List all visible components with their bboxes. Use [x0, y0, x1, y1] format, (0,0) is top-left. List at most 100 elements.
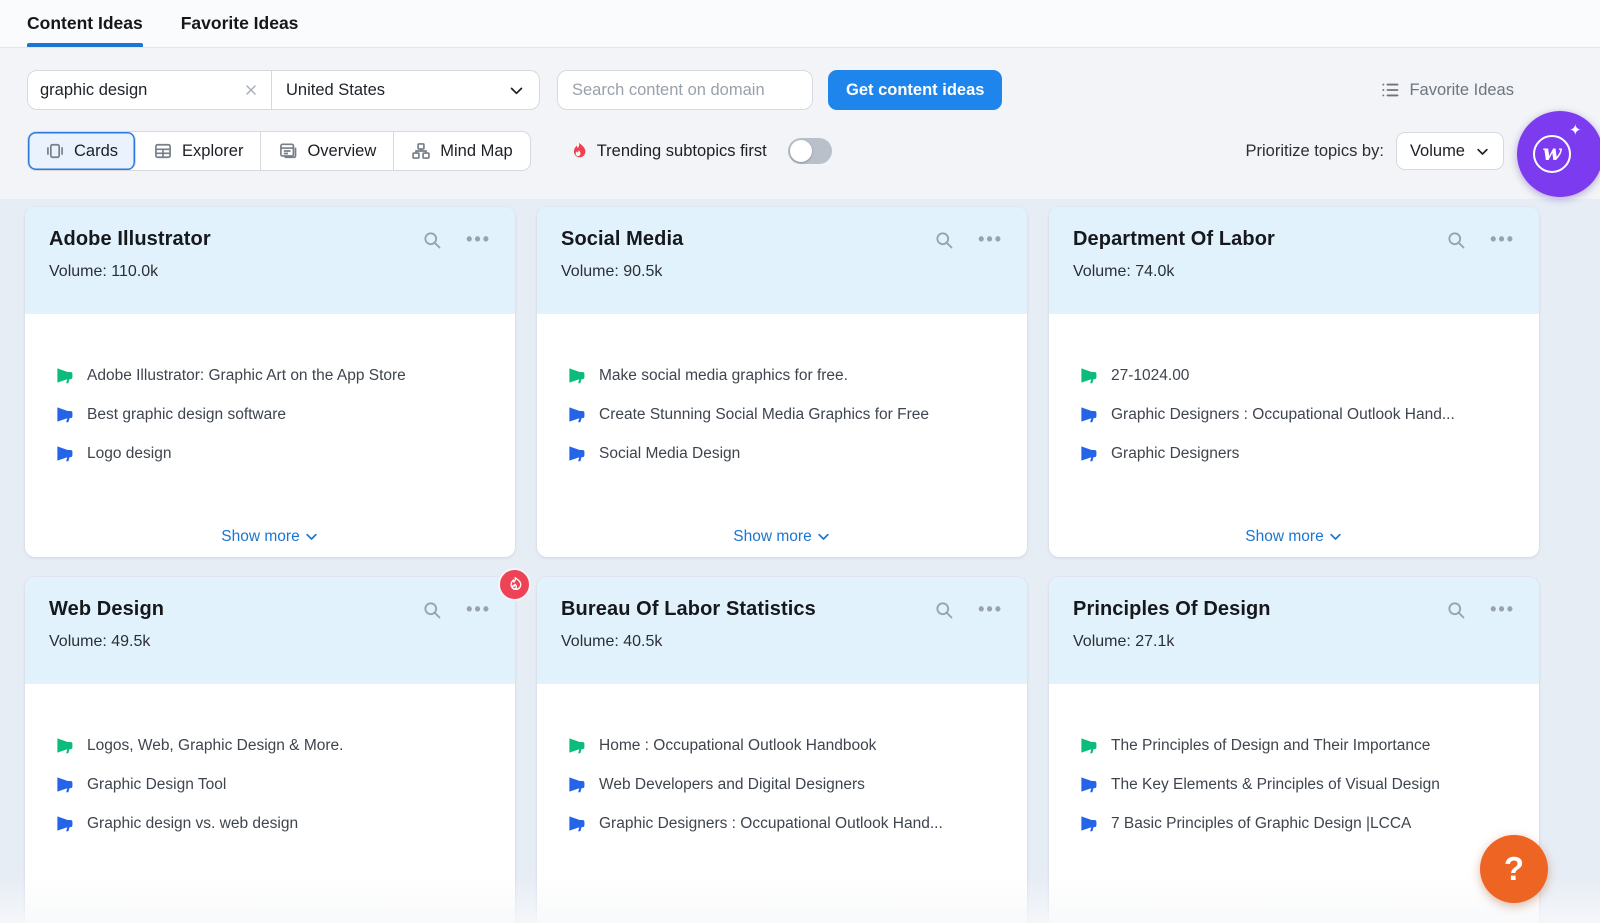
- view-explorer[interactable]: Explorer: [136, 132, 262, 170]
- show-more-link[interactable]: Show more: [1049, 528, 1539, 546]
- favorite-ideas-link[interactable]: Favorite Ideas: [1380, 80, 1514, 100]
- megaphone-blue-icon: [55, 814, 74, 833]
- headline-item[interactable]: The Principles of Design and Their Impor…: [1079, 733, 1517, 758]
- card-search-icon[interactable]: [422, 600, 442, 620]
- overview-view-icon: [278, 141, 298, 161]
- headline-item[interactable]: Graphic design vs. web design: [55, 811, 493, 836]
- clear-keyword-icon[interactable]: [243, 82, 259, 98]
- get-content-ideas-button[interactable]: Get content ideas: [828, 70, 1003, 110]
- card-body: Make social media graphics for free. Cre…: [537, 314, 1027, 466]
- content-ideas-grid: Adobe Illustrator ••• Volume: 110.0k Ado…: [0, 199, 1600, 923]
- toolbar-row-views: Cards Explorer Overview: [27, 131, 1576, 171]
- mind-map-view-icon: [411, 141, 431, 161]
- assistant-logo-letter: w: [1542, 140, 1562, 166]
- headline-item[interactable]: Logos, Web, Graphic Design & More.: [55, 733, 493, 758]
- headline-text: Adobe Illustrator: Graphic Art on the Ap…: [87, 366, 406, 384]
- card-more-icon[interactable]: •••: [1490, 229, 1515, 249]
- card-search-icon[interactable]: [1446, 230, 1466, 250]
- megaphone-green-icon: [55, 736, 74, 755]
- prioritize-select[interactable]: Volume: [1395, 132, 1504, 170]
- country-select-value: United States: [286, 80, 386, 99]
- headline-text: Graphic Designers : Occupational Outlook…: [599, 814, 943, 832]
- search-group-divider: [271, 71, 272, 109]
- keyword-input[interactable]: [40, 80, 243, 100]
- view-switcher: Cards Explorer Overview: [27, 131, 531, 171]
- prioritize-label: Prioritize topics by:: [1245, 141, 1384, 160]
- card-search-icon[interactable]: [422, 230, 442, 250]
- headline-item[interactable]: Graphic Designers : Occupational Outlook…: [567, 811, 1005, 836]
- headline-item[interactable]: Create Stunning Social Media Graphics fo…: [567, 402, 1005, 427]
- view-mind-map-label: Mind Map: [440, 141, 513, 160]
- headline-item[interactable]: Make social media graphics for free.: [567, 363, 1005, 388]
- tab-content-ideas[interactable]: Content Ideas: [27, 0, 143, 47]
- show-more-link[interactable]: Show more: [537, 528, 1027, 546]
- megaphone-green-icon: [55, 366, 74, 385]
- card-header: Principles Of Design ••• Volume: 27.1k: [1049, 577, 1539, 684]
- headline-item[interactable]: Adobe Illustrator: Graphic Art on the Ap…: [55, 363, 493, 388]
- top-tab-bar: Content Ideas Favorite Ideas: [0, 0, 1600, 48]
- headline-item[interactable]: 27-1024.00: [1079, 363, 1517, 388]
- headline-item[interactable]: Graphic Designers : Occupational Outlook…: [1079, 402, 1517, 427]
- trending-badge-icon: [498, 568, 531, 601]
- megaphone-blue-icon: [1079, 444, 1098, 463]
- toolbar-row-search: United States Get content ideas Favorite…: [27, 70, 1576, 110]
- card-volume: Volume: 110.0k: [49, 263, 159, 280]
- topic-card-bureau-of-labor-statistics: Bureau Of Labor Statistics ••• Volume: 4…: [537, 577, 1027, 923]
- assistant-widget-button[interactable]: w ✦: [1517, 111, 1600, 197]
- headline-item[interactable]: Graphic Design Tool: [55, 772, 493, 797]
- card-volume: Volume: 40.5k: [561, 633, 663, 650]
- view-mind-map[interactable]: Mind Map: [394, 132, 529, 170]
- country-select[interactable]: United States: [272, 81, 539, 100]
- card-search-icon[interactable]: [934, 600, 954, 620]
- tab-favorite-ideas[interactable]: Favorite Ideas: [181, 0, 299, 47]
- headline-item[interactable]: Best graphic design software: [55, 402, 493, 427]
- trending-subtopics-label: Trending subtopics first: [596, 141, 767, 160]
- list-icon: [1380, 80, 1400, 100]
- card-title: Social Media: [561, 228, 684, 250]
- headline-item[interactable]: Web Developers and Digital Designers: [567, 772, 1005, 797]
- card-header: Social Media ••• Volume: 90.5k: [537, 207, 1027, 314]
- card-more-icon[interactable]: •••: [466, 229, 491, 249]
- card-more-icon[interactable]: •••: [978, 229, 1003, 249]
- view-cards[interactable]: Cards: [28, 132, 137, 170]
- show-more-link[interactable]: Show more: [25, 528, 515, 546]
- card-volume: Volume: 49.5k: [49, 633, 151, 650]
- headline-text: Web Developers and Digital Designers: [599, 775, 865, 793]
- card-title: Bureau Of Labor Statistics: [561, 598, 816, 620]
- card-volume: Volume: 27.1k: [1073, 633, 1175, 650]
- headline-item[interactable]: Graphic Designers: [1079, 441, 1517, 466]
- topic-card-principles-of-design: Principles Of Design ••• Volume: 27.1k T…: [1049, 577, 1539, 923]
- card-search-icon[interactable]: [1446, 600, 1466, 620]
- keyword-wrap: [28, 80, 271, 100]
- headline-item[interactable]: Home : Occupational Outlook Handbook: [567, 733, 1005, 758]
- explorer-view-icon: [153, 141, 173, 161]
- tab-favorite-ideas-label: Favorite Ideas: [180, 13, 299, 33]
- card-more-icon[interactable]: •••: [978, 599, 1003, 619]
- view-overview[interactable]: Overview: [261, 132, 395, 170]
- headline-text: Make social media graphics for free.: [599, 366, 848, 384]
- trending-toggle[interactable]: [787, 138, 832, 164]
- card-body: The Principles of Design and Their Impor…: [1049, 684, 1539, 836]
- card-title: Web Design: [49, 598, 165, 620]
- card-title: Adobe Illustrator: [49, 228, 211, 250]
- domain-search-input[interactable]: [557, 70, 813, 110]
- headline-item[interactable]: Social Media Design: [567, 441, 1005, 466]
- prioritize-select-value: Volume: [1409, 141, 1465, 160]
- card-header: Department Of Labor ••• Volume: 74.0k: [1049, 207, 1539, 314]
- topic-card-adobe-illustrator: Adobe Illustrator ••• Volume: 110.0k Ado…: [25, 207, 515, 557]
- card-more-icon[interactable]: •••: [466, 599, 491, 619]
- headline-item[interactable]: The Key Elements & Principles of Visual …: [1079, 772, 1517, 797]
- headline-item[interactable]: Logo design: [55, 441, 493, 466]
- view-cards-label: Cards: [74, 141, 119, 160]
- card-more-icon[interactable]: •••: [1490, 599, 1515, 619]
- help-button[interactable]: ?: [1480, 835, 1548, 903]
- show-more-label: Show more: [733, 528, 812, 545]
- headline-text: Graphic Design Tool: [87, 775, 227, 793]
- topic-card-department-of-labor: Department Of Labor ••• Volume: 74.0k 27…: [1049, 207, 1539, 557]
- headline-text: Logos, Web, Graphic Design & More.: [87, 736, 344, 754]
- headline-text: Social Media Design: [599, 444, 741, 462]
- card-search-icon[interactable]: [934, 230, 954, 250]
- headline-text: Graphic Designers : Occupational Outlook…: [1111, 405, 1455, 423]
- headline-item[interactable]: 7 Basic Principles of Graphic Design |LC…: [1079, 811, 1517, 836]
- card-header: Bureau Of Labor Statistics ••• Volume: 4…: [537, 577, 1027, 684]
